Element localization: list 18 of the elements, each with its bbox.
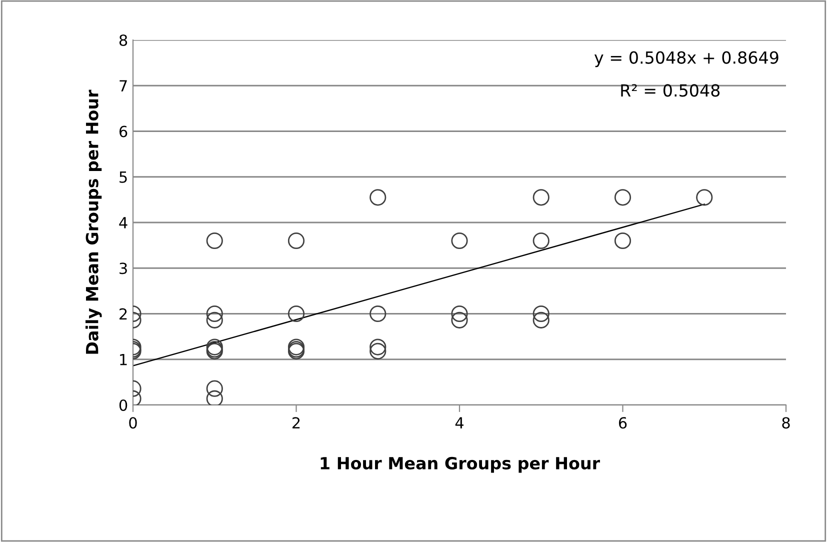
x-tick-label: 8 <box>782 417 790 429</box>
y-tick-label: 0 <box>119 399 128 412</box>
y-tick-label: 2 <box>120 308 127 320</box>
y-axis-title: Daily Mean Groups per Hour <box>85 90 102 354</box>
y-tick-label: 3 <box>120 262 127 274</box>
y-tick-label: 7 <box>120 80 127 92</box>
annotation: R² = 0.5048 <box>621 84 720 97</box>
y-tick-label: 4 <box>119 217 128 228</box>
x-axis-title: 1 Hour Mean Groups per Hour <box>320 456 600 473</box>
x-tick-label: 0 <box>129 417 137 429</box>
y-tick-label: 1 <box>120 354 127 366</box>
annotation: y = 0.5048x + 0.8649 <box>594 51 778 68</box>
y-tick-label: 6 <box>119 126 128 138</box>
x-tick-label: 4 <box>455 417 464 428</box>
y-tick-label: 5 <box>120 172 127 183</box>
x-tick-label: 2 <box>292 417 300 428</box>
x-tick-label: 6 <box>618 417 627 429</box>
y-tick-label: 8 <box>119 34 128 46</box>
